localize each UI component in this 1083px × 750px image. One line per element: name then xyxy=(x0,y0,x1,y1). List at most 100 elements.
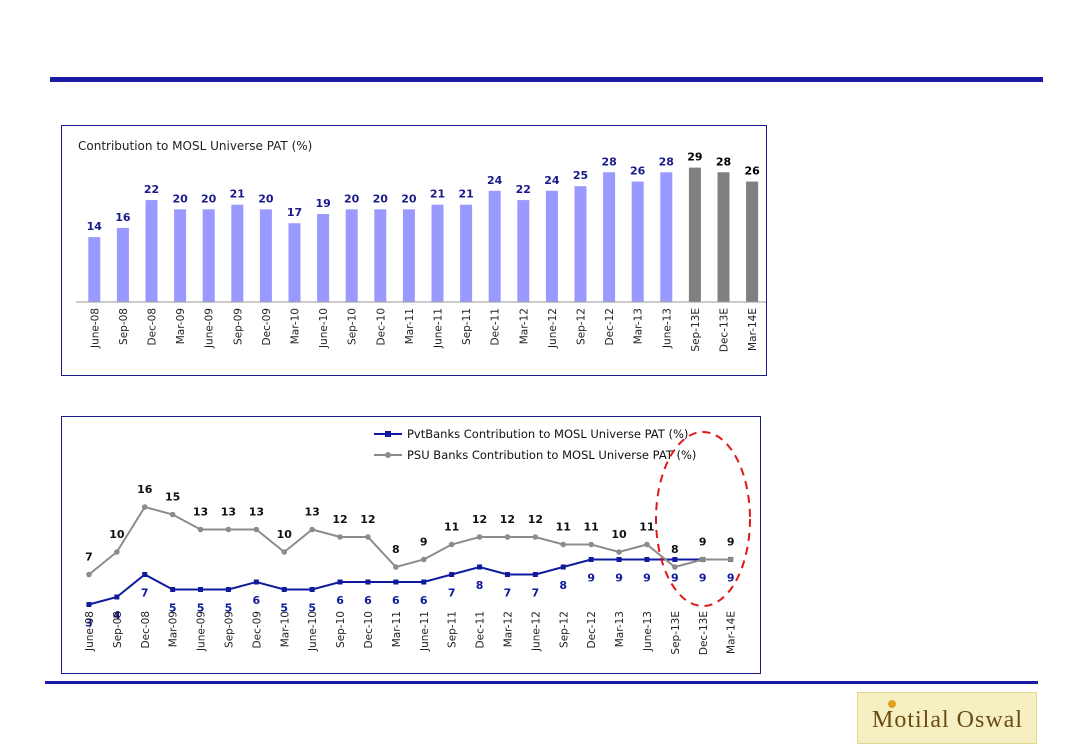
line-point-psu xyxy=(532,534,539,540)
line-point-psu xyxy=(672,564,678,570)
line-point-pvt xyxy=(393,579,399,585)
line-value-label-psu: 10 xyxy=(277,528,293,541)
line-value-label-psu: 12 xyxy=(360,513,375,526)
bar-value-label: 28 xyxy=(601,155,616,168)
bar-x-tick-label: June-08 xyxy=(89,308,101,349)
line-value-label-pvt: 5 xyxy=(169,602,177,615)
line-point-psu xyxy=(141,504,148,510)
bar-june-08 xyxy=(88,237,101,302)
line-point-psu xyxy=(393,564,399,570)
line-x-tick-label: June-12 xyxy=(530,611,542,652)
line-point-pvt xyxy=(477,564,483,570)
bar-dec-10 xyxy=(374,209,387,302)
line-point-psu xyxy=(420,556,427,563)
bar-sep-13e xyxy=(688,167,701,302)
bar-x-tick-label: Mar-10 xyxy=(290,308,302,344)
bar-value-label: 22 xyxy=(144,183,159,196)
bar-x-tick-label: June-13 xyxy=(661,308,673,349)
line-x-tick-label: Sep-12 xyxy=(558,611,570,648)
line-x-tick-label: Sep-08 xyxy=(112,611,124,648)
bar-x-tick-label: Dec-08 xyxy=(147,308,159,345)
line-value-label-pvt: 9 xyxy=(699,572,707,585)
line-series-psu xyxy=(88,505,731,576)
bar-x-tick-label: Mar-13 xyxy=(633,308,645,344)
line-value-label-pvt: 5 xyxy=(308,602,316,615)
line-x-tick-label: Mar-13 xyxy=(614,611,626,647)
top-rule xyxy=(50,77,1043,82)
line-value-label-pvt: 6 xyxy=(253,594,261,607)
line-value-label-pvt: 8 xyxy=(476,579,484,592)
line-point-psu xyxy=(309,526,315,533)
line-value-label-pvt: 9 xyxy=(727,572,735,585)
line-x-tick-label: Sep-09 xyxy=(223,611,235,648)
bar-chart-title: Contribution to MOSL Universe PAT (%) xyxy=(78,139,312,153)
bar-x-tick-label: Sep-08 xyxy=(118,308,130,345)
line-value-label-pvt: 7 xyxy=(141,587,149,600)
bar-value-label: 20 xyxy=(401,192,417,205)
line-x-tick-label: June-10 xyxy=(307,611,319,652)
bar-sep-11 xyxy=(460,204,473,302)
bar-mar-10 xyxy=(288,223,301,302)
line-point-pvt xyxy=(170,587,176,592)
line-value-label-psu: 7 xyxy=(85,551,93,564)
line-point-pvt xyxy=(504,572,510,577)
line-x-tick-label: Dec-11 xyxy=(475,611,487,648)
line-point-pvt xyxy=(114,594,120,600)
line-value-label-psu: 12 xyxy=(500,513,515,526)
bar-dec-08 xyxy=(145,200,158,302)
bar-x-tick-label: Sep-12 xyxy=(576,308,588,345)
bar-x-tick-label: Sep-09 xyxy=(232,308,244,345)
line-value-label-pvt: 6 xyxy=(336,594,344,607)
legend-marker-psu xyxy=(385,452,391,458)
bar-value-label: 21 xyxy=(458,188,473,201)
bottom-rule xyxy=(45,681,1038,684)
line-point-psu xyxy=(448,541,455,548)
line-value-label-psu: 12 xyxy=(472,513,487,526)
line-value-label-psu: 11 xyxy=(639,521,654,534)
line-x-tick-label: Dec-10 xyxy=(363,611,375,648)
bar-mar-11 xyxy=(402,209,415,302)
bar-value-label: 26 xyxy=(744,165,760,178)
bar-value-label: 28 xyxy=(659,155,674,168)
logo-flame-icon xyxy=(888,700,896,708)
line-value-label-pvt: 9 xyxy=(643,572,651,585)
line-value-label-pvt: 6 xyxy=(392,594,400,607)
line-value-label-pvt: 9 xyxy=(587,572,595,585)
line-value-label-pvt: 6 xyxy=(364,594,372,607)
line-x-tick-label: June-08 xyxy=(84,611,96,652)
bar-sep-08 xyxy=(116,227,129,302)
bar-value-label: 16 xyxy=(115,211,131,224)
bar-sep-12 xyxy=(574,186,587,302)
line-value-label-psu: 12 xyxy=(528,513,543,526)
bar-mar-14e xyxy=(746,181,759,302)
legend-marker-pvt xyxy=(385,431,391,437)
bar-value-label: 28 xyxy=(716,155,731,168)
bar-x-tick-label: Mar-09 xyxy=(175,308,187,344)
bar-x-tick-label: Mar-11 xyxy=(404,308,416,344)
bar-value-label: 20 xyxy=(258,192,274,205)
line-point-pvt xyxy=(225,587,231,592)
bar-sep-10 xyxy=(345,209,358,302)
bar-value-label: 24 xyxy=(487,174,503,187)
bar-x-tick-label: Sep-11 xyxy=(461,308,473,345)
bar-june-10 xyxy=(317,213,330,302)
line-value-label-psu: 13 xyxy=(221,506,236,519)
line-point-pvt xyxy=(449,572,455,577)
line-point-pvt xyxy=(198,587,204,592)
line-point-psu xyxy=(616,549,622,555)
line-x-tick-label: Sep-10 xyxy=(335,611,347,648)
line-point-psu xyxy=(225,526,232,533)
line-x-tick-label: June-09 xyxy=(196,611,208,652)
line-value-label-pvt: 5 xyxy=(225,602,233,615)
bar-value-label: 22 xyxy=(516,183,531,196)
bar-june-09 xyxy=(202,209,215,302)
line-point-pvt xyxy=(281,587,287,592)
line-point-pvt xyxy=(337,579,343,585)
bar-june-12 xyxy=(545,190,558,302)
bar-value-label: 24 xyxy=(544,174,560,187)
pat-contribution-bar-chart: Contribution to MOSL Universe PAT (%) 14 J… xyxy=(76,139,769,352)
line-point-pvt xyxy=(309,587,315,592)
line-x-tick-label: Mar-10 xyxy=(279,611,291,647)
line-value-label-pvt: 5 xyxy=(197,602,205,615)
line-point-pvt xyxy=(142,572,148,577)
